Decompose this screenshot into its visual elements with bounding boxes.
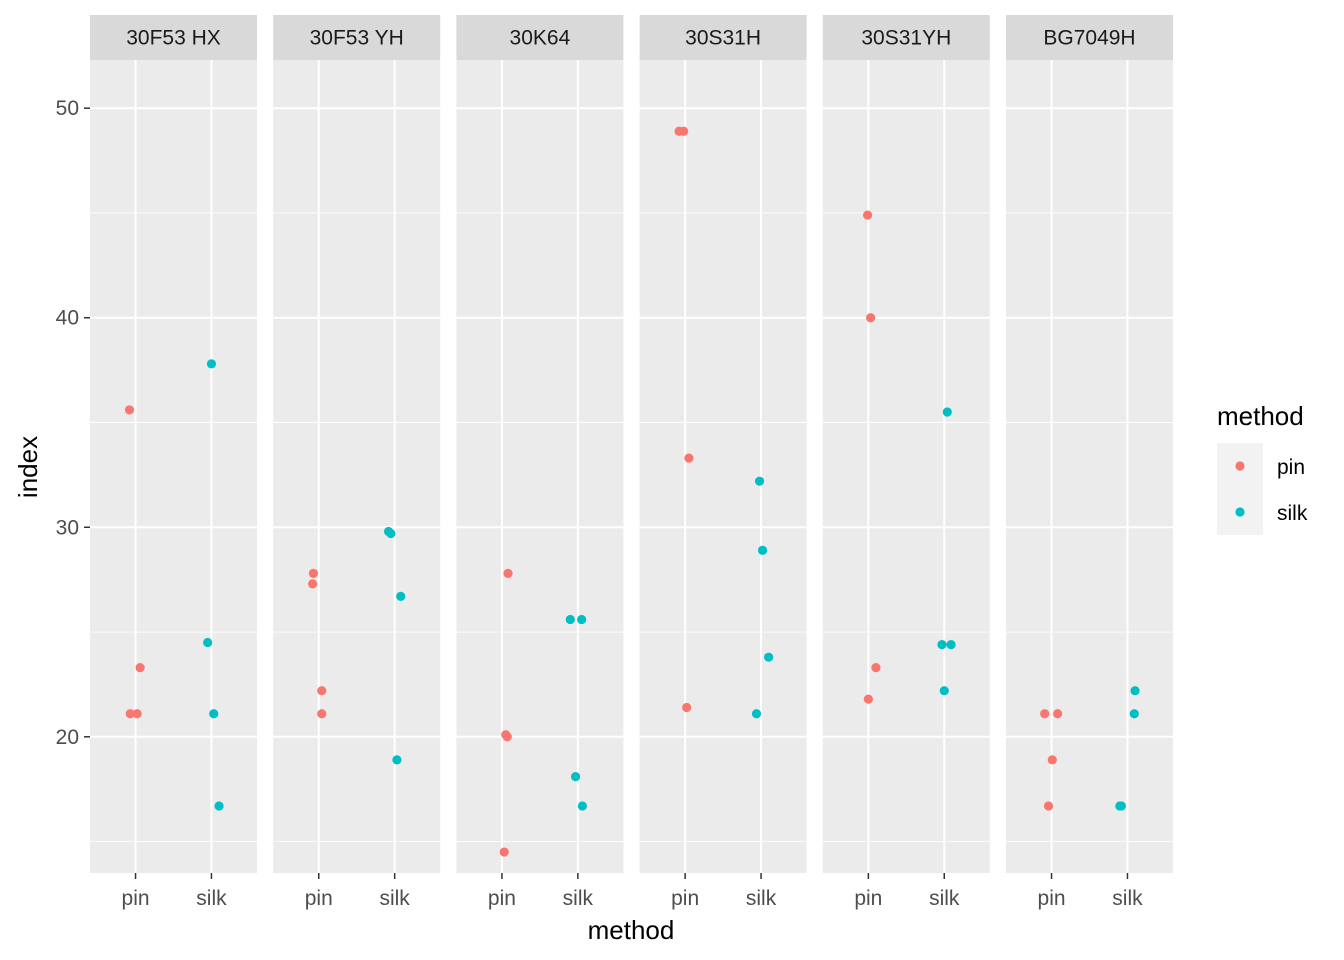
panel-30s31yh: 30S31YH pin silk [822, 15, 990, 910]
y-axis-title: index [13, 436, 43, 498]
data-point-pin [308, 568, 319, 578]
data-point-silk [939, 686, 949, 696]
data-point-silk [206, 359, 217, 369]
x-tick-label: pin [671, 887, 699, 910]
data-point-pin [1040, 709, 1050, 719]
x-tick-label: silk [196, 887, 227, 910]
data-point-pin [132, 709, 142, 719]
panel-background [822, 60, 990, 873]
data-point-silk [937, 640, 947, 650]
x-tick-label: silk [929, 887, 960, 910]
data-point-pin [1043, 801, 1054, 811]
data-point-silk [751, 709, 762, 719]
data-point-silk [214, 801, 224, 811]
data-point-silk [209, 709, 219, 719]
data-point-silk [570, 772, 581, 782]
facet-strip-label: 30K64 [510, 27, 571, 50]
data-point-pin [125, 709, 135, 719]
panel-background [1006, 60, 1173, 873]
data-point-pin [682, 702, 692, 713]
data-point-silk [392, 755, 402, 765]
x-tick-label: silk [563, 887, 594, 910]
data-point-silk [1115, 801, 1125, 811]
data-point-pin [317, 686, 327, 696]
x-tick-label: pin [488, 887, 516, 910]
data-point-silk [577, 614, 587, 625]
x-tick-label: pin [305, 887, 333, 910]
facet-strip-label: BG7049H [1043, 27, 1135, 50]
legend-label: pin [1277, 456, 1305, 479]
data-point-pin [679, 126, 689, 136]
data-point-silk [946, 640, 956, 650]
data-point-pin [871, 663, 881, 673]
facet-strip [1006, 15, 1173, 60]
facet-strip-label: 30F53 HX [126, 27, 221, 50]
data-point-silk [942, 407, 952, 417]
legend-key-pin [1235, 461, 1245, 471]
y-tick-label: 40 [56, 307, 79, 330]
panel-30f53-hx: 30F53 HX pin silk [90, 15, 257, 910]
legend-title: method [1217, 401, 1304, 431]
panel-background [273, 60, 441, 873]
x-tick-label: pin [854, 887, 882, 910]
data-point-silk [203, 637, 213, 648]
data-point-pin [135, 663, 145, 673]
data-point-pin [863, 694, 873, 704]
data-point-silk [764, 652, 774, 662]
facet-strip-label: 30S31YH [861, 27, 951, 50]
y-tick-label: 50 [56, 97, 79, 120]
x-axis-title: method [588, 915, 675, 945]
panel-background [639, 60, 807, 873]
facet-strip [639, 15, 807, 60]
legend-label: silk [1277, 502, 1308, 525]
data-point-pin [862, 210, 873, 220]
data-point-pin [866, 313, 876, 323]
data-point-pin [124, 405, 135, 415]
data-point-pin [684, 453, 694, 463]
x-tick-label: pin [122, 887, 150, 910]
facet-strip [273, 15, 441, 60]
data-point-pin [499, 847, 509, 857]
data-point-silk [1130, 686, 1140, 696]
data-point-pin [1047, 755, 1057, 765]
facet-strip [90, 15, 257, 60]
y-tick-label: 30 [56, 516, 79, 539]
panel-30k64: 30K64 pin silk [456, 15, 624, 910]
data-point-silk [386, 528, 396, 539]
x-tick-label: silk [379, 887, 410, 910]
data-point-pin [308, 579, 318, 589]
panel-30f53-yh: 30F53 YH pin silk [273, 15, 441, 910]
facet-strip [822, 15, 990, 60]
panel-30s31h: 30S31H pin silk [639, 15, 807, 910]
x-tick-label: pin [1038, 887, 1066, 910]
x-tick-label: silk [1112, 887, 1143, 910]
legend: method pin silk [1217, 401, 1308, 535]
panel-bg7049h: BG7049H pin silk [1006, 15, 1173, 910]
data-point-pin [1053, 709, 1063, 719]
legend-key-silk [1235, 507, 1245, 517]
data-point-silk [396, 591, 406, 602]
data-point-pin [503, 568, 513, 578]
panel-background [456, 60, 624, 873]
data-point-pin [502, 732, 512, 742]
data-point-pin [317, 709, 327, 719]
data-point-silk [565, 614, 575, 625]
panel-background [90, 60, 257, 873]
data-point-silk [754, 476, 765, 486]
facet-strip [456, 15, 624, 60]
facet-strip-label: 30F53 YH [310, 27, 404, 50]
data-point-silk [577, 801, 588, 811]
data-point-silk [1129, 709, 1139, 719]
y-tick-label: 20 [56, 726, 79, 749]
x-tick-label: silk [746, 887, 777, 910]
panels-layer: 30F53 HX pin silk 30F53 YH pin silk 30K64 pin si… [56, 15, 1173, 910]
facet-strip-label: 30S31H [685, 27, 761, 50]
data-point-silk [757, 545, 768, 555]
